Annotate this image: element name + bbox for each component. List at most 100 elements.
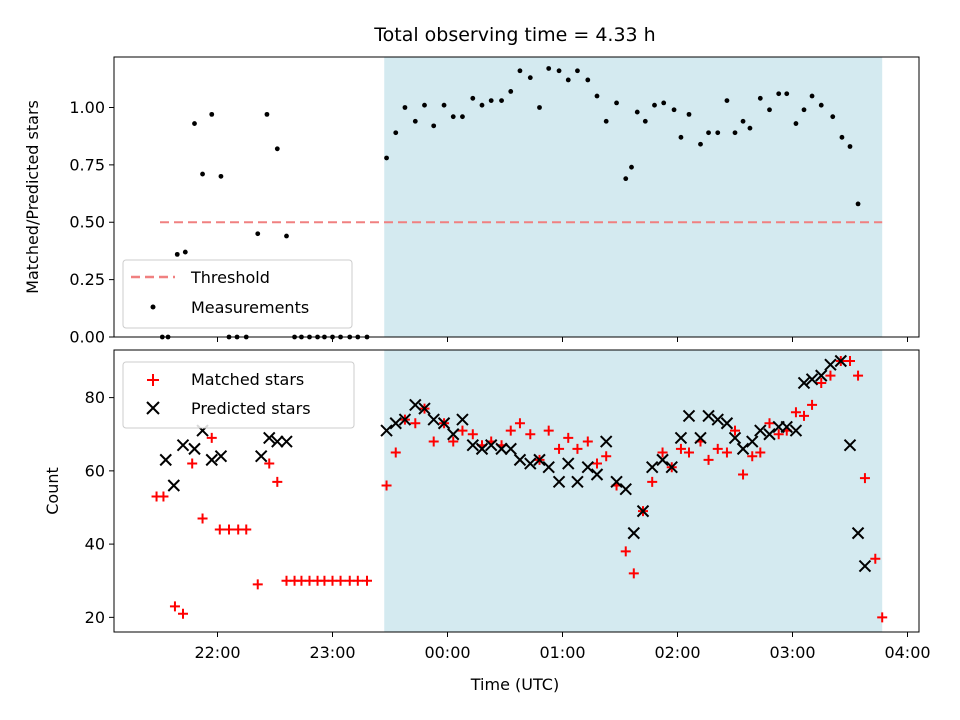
matched-stars-point <box>816 377 827 388</box>
measurement-point <box>412 118 418 124</box>
measurement-point <box>784 91 790 97</box>
measurement-point <box>706 130 711 136</box>
measurement-point <box>855 201 861 207</box>
measurement-point <box>499 98 504 104</box>
legend-matched-swatch <box>147 374 159 386</box>
predicted-stars-point <box>437 417 451 430</box>
matched-stars-point <box>457 425 468 436</box>
bottom-panel-ylabel: Count <box>43 467 62 515</box>
predicted-stars-point <box>694 431 707 445</box>
matched-stars-point <box>448 436 459 447</box>
x-axis-label: Time (UTC) <box>470 675 559 694</box>
measurement-point <box>686 111 692 117</box>
matched-stars-point <box>712 443 723 454</box>
ytick-label: 40 <box>85 535 105 554</box>
predicted-stars-point <box>562 457 575 470</box>
predicted-stars-point <box>780 420 793 434</box>
predicted-stars-point <box>674 431 688 445</box>
matched-stars-point <box>214 524 225 535</box>
measurement-point <box>527 75 533 81</box>
measurement-point <box>264 111 270 117</box>
measurement-point <box>174 251 180 257</box>
predicted-stars-point <box>447 428 460 441</box>
predicted-stars-point <box>533 453 546 467</box>
matched-stars-point <box>252 579 263 590</box>
matched-stars-point <box>554 443 565 454</box>
measurement-point <box>724 98 730 104</box>
predicted-stars-point <box>504 442 517 456</box>
measurement-point <box>218 173 224 179</box>
matched-stars-point <box>525 429 536 440</box>
measurement-point <box>556 68 562 74</box>
matched-stars-point <box>703 454 714 465</box>
predicted-stars-point <box>466 439 480 452</box>
predicted-stars-point <box>711 413 724 426</box>
predicted-stars-point <box>728 431 742 445</box>
matched-stars-point <box>187 458 198 469</box>
ytick-label: 0.00 <box>69 328 105 347</box>
matched-stars-point <box>859 473 870 484</box>
matched-stars-point <box>381 480 392 491</box>
xtick-label: 01:00 <box>539 643 585 662</box>
predicted-stars-point <box>599 435 613 448</box>
predicted-stars-point <box>805 373 819 386</box>
matched-stars-point <box>853 370 864 381</box>
predicted-stars-point <box>475 442 489 456</box>
measurement-point <box>546 66 552 71</box>
matched-stars-point <box>721 447 732 458</box>
predicted-stars-point <box>702 409 715 423</box>
matched-stars-point <box>647 476 658 487</box>
predicted-stars-point <box>824 358 837 371</box>
predicted-stars-point <box>524 457 537 470</box>
chart-title: Total observing time = 4.33 h <box>373 24 655 46</box>
predicted-stars-point <box>797 376 811 390</box>
measurement-point <box>818 102 824 108</box>
bottom-panel-frame <box>113 349 920 633</box>
matched-stars-point <box>657 447 668 458</box>
measurement-point <box>801 107 807 113</box>
measurement-point <box>661 100 667 106</box>
matched-stars-point <box>428 436 439 447</box>
predicted-stars-point <box>858 559 872 573</box>
predicted-stars-point <box>627 526 641 540</box>
bottom-panel-window <box>384 350 883 632</box>
measurement-point <box>757 95 763 101</box>
predicted-stars-point <box>636 504 650 518</box>
measurement-point <box>200 171 205 177</box>
measurement-point <box>623 176 629 182</box>
matched-stars-point <box>224 524 234 535</box>
measurement-point <box>402 105 408 110</box>
predicted-stars-point <box>815 369 828 382</box>
measurement-point <box>793 121 799 126</box>
predicted-stars-point <box>263 431 276 445</box>
predicted-stars-point <box>167 479 181 492</box>
measurement-point <box>422 102 427 108</box>
predicted-stars-point <box>188 442 201 456</box>
predicted-stars-point <box>665 460 678 474</box>
predicted-stars-point <box>851 526 865 540</box>
matched-stars-point <box>272 476 283 487</box>
matched-stars-point <box>264 458 275 469</box>
matched-stars-point <box>730 425 740 436</box>
xtick-label: 04:00 <box>884 643 930 662</box>
measurement-point <box>847 144 853 149</box>
predicted-stars-point <box>205 453 218 467</box>
matched-stars-point <box>825 370 836 381</box>
legend-measurements-swatch <box>150 304 156 310</box>
measurement-point <box>715 130 721 136</box>
bottom-panel-yticks: 20 40 60 80 <box>85 388 114 627</box>
measurement-point <box>652 102 657 108</box>
measurement-point <box>698 141 703 147</box>
measurement-point <box>508 89 514 94</box>
predicted-stars-point <box>843 439 857 452</box>
matched-stars-point <box>764 418 775 429</box>
measurement-point <box>393 130 399 136</box>
predicted-stars-point <box>398 413 412 426</box>
top-panel-yticks: 0.00 0.25 0.50 0.75 1.00 <box>69 98 114 347</box>
measurement-point <box>470 95 476 101</box>
predicted-stars-point <box>834 354 848 368</box>
predicted-stars-point <box>763 428 776 441</box>
measurement-point <box>460 114 465 120</box>
legend-threshold-label: Threshold <box>190 268 270 287</box>
